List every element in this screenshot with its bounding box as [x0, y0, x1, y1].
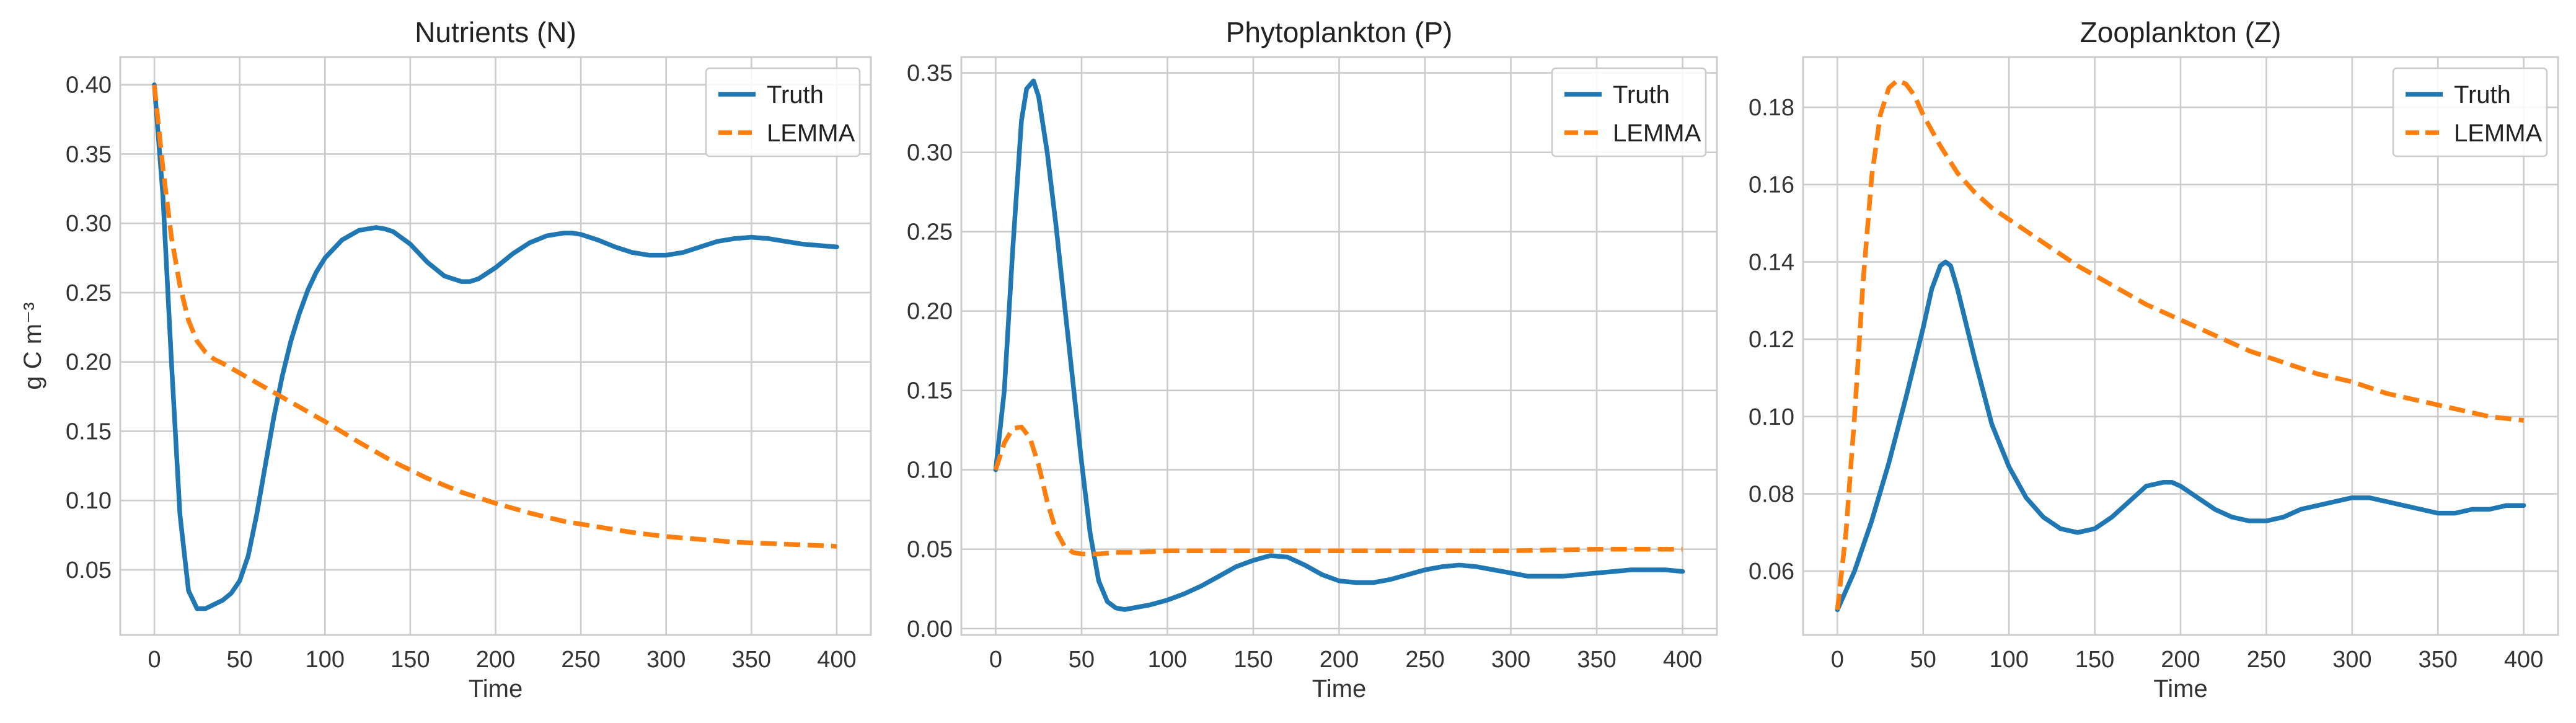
- y-tick-label: 0.06: [1749, 559, 1794, 585]
- chart-panel-2: 0 50 100 150 200 250 300 350 400 0.00 0.05 0.10 0.15…: [907, 16, 1718, 703]
- series-line-truth: [152, 82, 839, 611]
- x-tick-label: 400: [817, 647, 856, 673]
- legend-label: LEMMA: [1613, 120, 1701, 147]
- y-tick-label: 0.16: [1749, 172, 1794, 198]
- x-tick-label: 100: [306, 647, 345, 673]
- x-axis-label: Time: [2153, 675, 2207, 703]
- y-tick-label: 0.15: [907, 378, 953, 404]
- y-tick-label: 0.10: [1749, 404, 1794, 430]
- x-tick-label: 100: [1989, 647, 2028, 673]
- x-tick-label: 300: [646, 647, 686, 673]
- y-tick-label: 0.12: [1749, 327, 1794, 353]
- x-tick-label: 150: [2075, 647, 2114, 673]
- y-tick-label: 0.10: [66, 488, 112, 514]
- series-line-truth: [993, 78, 1685, 612]
- x-tick-label: 50: [1910, 647, 1936, 673]
- y-axis-label: g C m⁻³: [19, 302, 46, 389]
- x-tick-label: 50: [227, 647, 253, 673]
- y-tick-label: 0.08: [1749, 481, 1794, 507]
- x-tick-label: 200: [2161, 647, 2200, 673]
- x-axis-label: Time: [469, 675, 523, 703]
- chart-panel-3: 0 50 100 150 200 250 300 350 400 0.06 0.08 0.10 0.12…: [1749, 16, 2559, 703]
- y-tick-label: 0.05: [907, 537, 953, 563]
- y-tick-label: 0.40: [66, 73, 112, 99]
- y-tick-label: 0.35: [66, 141, 112, 167]
- x-tick-label: 0: [148, 647, 161, 673]
- series-line-lemma: [152, 84, 837, 549]
- y-tick-label: 0.25: [66, 280, 112, 306]
- y-tick-label: 0.20: [66, 350, 112, 376]
- x-tick-label: 0: [989, 647, 1002, 673]
- legend-label: LEMMA: [767, 120, 855, 147]
- legend-label: Truth: [1613, 81, 1670, 109]
- x-tick-label: 400: [1663, 647, 1702, 673]
- x-tick-label: 100: [1148, 647, 1187, 673]
- legend-label: Truth: [767, 81, 824, 109]
- legend-label: Truth: [2454, 81, 2511, 109]
- x-tick-label: 50: [1069, 647, 1095, 673]
- legend: Truth LEMMA: [1551, 67, 1707, 157]
- legend: Truth LEMMA: [2392, 67, 2548, 157]
- y-tick-label: 0.10: [907, 458, 953, 484]
- x-tick-label: 150: [390, 647, 430, 673]
- chart-title: Nutrients (N): [415, 16, 576, 48]
- y-tick-label: 0.15: [66, 419, 112, 445]
- x-tick-label: 200: [476, 647, 515, 673]
- x-axis-label: Time: [1312, 675, 1366, 703]
- x-tick-label: 350: [732, 647, 771, 673]
- chart-title: Zooplankton (Z): [2080, 16, 2282, 48]
- x-tick-label: 250: [561, 647, 600, 673]
- series-line-truth: [1835, 259, 2526, 613]
- y-tick-label: 0.30: [907, 140, 953, 166]
- x-tick-label: 300: [1491, 647, 1530, 673]
- x-tick-label: 0: [1831, 647, 1844, 673]
- x-tick-label: 350: [1577, 647, 1616, 673]
- y-tick-label: 0.05: [66, 557, 112, 583]
- x-tick-label: 250: [2247, 647, 2286, 673]
- y-tick-label: 0.14: [1749, 249, 1794, 275]
- y-tick-label: 0.35: [907, 61, 953, 87]
- x-tick-label: 250: [1405, 647, 1444, 673]
- x-tick-label: 400: [2504, 647, 2543, 673]
- chart-title: Phytoplankton (P): [1226, 16, 1453, 48]
- y-tick-label: 0.25: [907, 220, 953, 246]
- y-tick-label: 0.20: [907, 299, 953, 325]
- y-tick-label: 0.18: [1749, 95, 1794, 121]
- x-tick-label: 300: [2332, 647, 2371, 673]
- series-line-lemma: [1835, 78, 2525, 610]
- x-tick-label: 200: [1320, 647, 1359, 673]
- series-line-lemma: [993, 424, 1683, 557]
- legend-label: LEMMA: [2454, 120, 2543, 147]
- x-tick-label: 150: [1233, 647, 1273, 673]
- chart-panel-1: 0 50 100 150 200 250 300 350 400 0.05 0.10 0.15 0.20…: [19, 16, 872, 703]
- x-tick-label: 350: [2419, 647, 2458, 673]
- y-tick-label: 0.30: [66, 211, 112, 237]
- legend: Truth LEMMA: [705, 67, 861, 157]
- y-tick-label: 0.00: [907, 616, 953, 642]
